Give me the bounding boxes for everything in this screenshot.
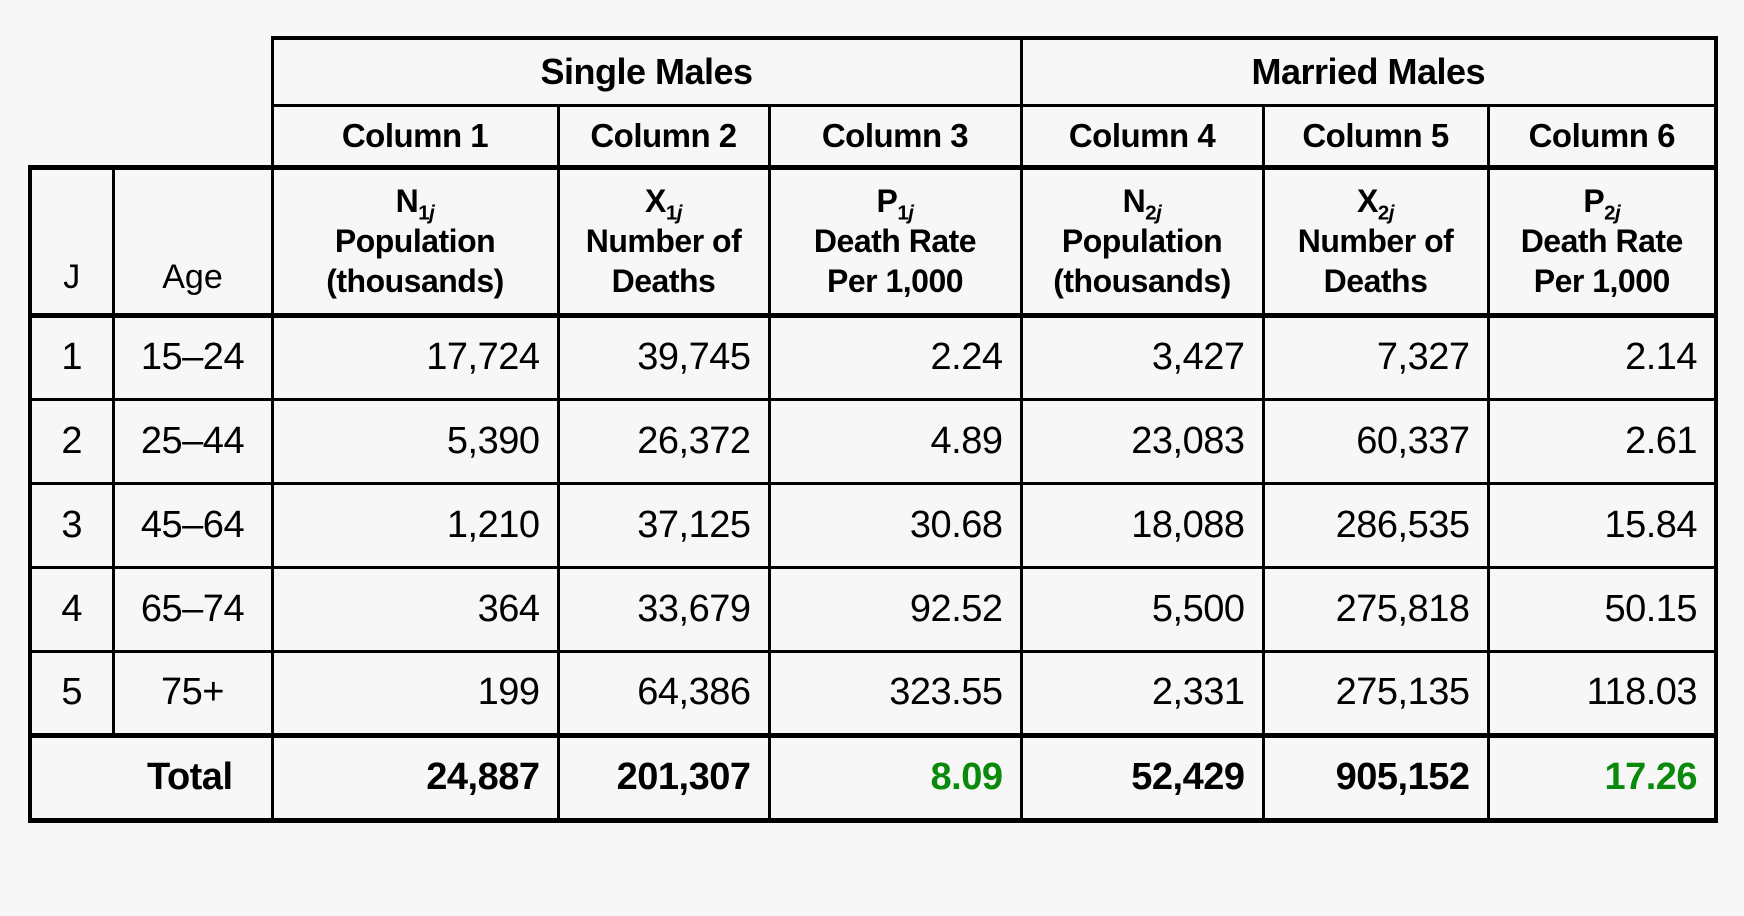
data-cell: 37,125 [556,481,771,569]
column-header-1: Column 1 [270,103,560,169]
variable-symbol: P2j [1583,182,1621,224]
column-header-4: Column 4 [1019,103,1265,169]
data-cell: 2.14 [1486,313,1719,401]
data-cell: 286,535 [1261,481,1490,569]
header-p2j-death-rate: P2j Death Rate Per 1,000 [1486,164,1719,318]
variable-line3: (thousands) [1053,263,1231,300]
data-cell: 275,818 [1261,565,1490,653]
age-cell: 25–44 [111,397,274,485]
data-cell: 1,210 [270,481,560,569]
data-cell: 2,331 [1019,649,1265,737]
total-cell-death-rate-married: 17.26 [1486,732,1719,823]
row-index-cell: 4 [28,565,115,653]
table-row: 3 45–64 1,210 37,125 30.68 18,088 286,53… [28,481,1719,569]
variable-line3: (thousands) [326,263,504,300]
data-cell: 23,083 [1019,397,1265,485]
data-cell: 2.24 [767,313,1023,401]
row-index-cell: 1 [28,313,115,401]
table-row: 1 15–24 17,724 39,745 2.24 3,427 7,327 2… [28,313,1719,401]
total-label: Total [28,732,274,823]
header-p1j-death-rate: P1j Death Rate Per 1,000 [767,164,1023,318]
variable-line2: Population [334,222,496,259]
row-index-cell: 3 [28,481,115,569]
header-j: J [28,164,115,318]
header-age: Age [111,164,274,318]
total-cell: 905,152 [1261,732,1490,823]
total-cell: 201,307 [556,732,771,823]
variable-line3: Deaths [1323,263,1428,300]
total-cell: 24,887 [270,732,560,823]
variable-symbol: X2j [1357,182,1394,224]
data-cell: 199 [270,649,560,737]
data-cell: 30.68 [767,481,1023,569]
total-cell-death-rate-single: 8.09 [767,732,1023,823]
data-cell: 18,088 [1019,481,1265,569]
header-n2j-population: N2j Population (thousands) [1019,164,1265,318]
variable-line2: Death Rate [813,222,977,259]
column-header-2: Column 2 [556,103,771,169]
row-index-cell: 5 [28,649,115,737]
row-index-cell: 2 [28,397,115,485]
data-cell: 33,679 [556,565,771,653]
data-cell: 5,500 [1019,565,1265,653]
table-row: 2 25–44 5,390 26,372 4.89 23,083 60,337 … [28,397,1719,485]
variable-line2: Death Rate [1520,222,1684,259]
table-row: 5 75+ 199 64,386 323.55 2,331 275,135 11… [28,649,1719,737]
age-cell: 45–64 [111,481,274,569]
header-x1j-deaths: X1j Number of Deaths [556,164,771,318]
total-cell: 52,429 [1019,732,1265,823]
data-cell: 5,390 [270,397,560,485]
data-cell: 275,135 [1261,649,1490,737]
column-header-6: Column 6 [1486,103,1719,169]
data-cell: 4.89 [767,397,1023,485]
data-cell: 3,427 [1019,313,1265,401]
data-cell: 7,327 [1261,313,1490,401]
column-header-3: Column 3 [767,103,1023,169]
data-cell: 26,372 [556,397,771,485]
table-row: 4 65–74 364 33,679 92.52 5,500 275,818 5… [28,565,1719,653]
variable-line3: Per 1,000 [826,263,964,300]
data-cell: 17,724 [270,313,560,401]
column-header-5: Column 5 [1261,103,1490,169]
variable-line3: Per 1,000 [1533,263,1671,300]
data-cell: 323.55 [767,649,1023,737]
corner-spacer [30,105,272,167]
mortality-comparison-table: Single Males Married Males Column 1 Colu… [28,36,1719,823]
data-cell: 364 [270,565,560,653]
data-cell: 64,386 [556,649,771,737]
group-header-married-males: Married Males [1019,36,1719,107]
data-cell: 2.61 [1486,397,1719,485]
variable-symbol: X1j [645,182,682,224]
variable-line2: Number of [1297,222,1454,259]
data-cell: 15.84 [1486,481,1719,569]
data-cell: 92.52 [767,565,1023,653]
age-cell: 65–74 [111,565,274,653]
data-cell: 50.15 [1486,565,1719,653]
variable-line2: Number of [585,222,742,259]
variable-symbol: N2j [1122,182,1162,224]
data-cell: 60,337 [1261,397,1490,485]
data-cell: 118.03 [1486,649,1719,737]
variable-symbol: P1j [876,182,914,224]
group-header-single-males: Single Males [270,36,1023,107]
total-row: Total 24,887 201,307 8.09 52,429 905,152… [28,732,1719,823]
data-cell: 39,745 [556,313,771,401]
age-cell: 15–24 [111,313,274,401]
variable-symbol: N1j [395,182,435,224]
header-x2j-deaths: X2j Number of Deaths [1261,164,1490,318]
age-cell: 75+ [111,649,274,737]
corner-spacer [30,38,272,105]
variable-line2: Population [1061,222,1223,259]
variable-line3: Deaths [611,263,716,300]
header-n1j-population: N1j Population (thousands) [270,164,560,318]
